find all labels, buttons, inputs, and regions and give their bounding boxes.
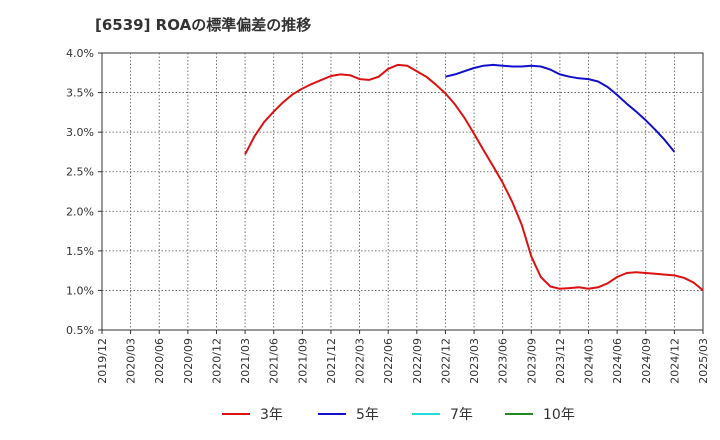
x-tick-label: 2022/06 — [382, 338, 395, 384]
y-tick-label: 4.0% — [66, 47, 94, 60]
x-tick-label: 2020/09 — [182, 338, 195, 384]
x-tick-label: 2023/06 — [497, 338, 510, 384]
x-tick-label: 2024/09 — [640, 338, 653, 384]
x-tick-label: 2024/12 — [668, 338, 681, 384]
series-line-5年 — [445, 63, 676, 153]
x-tick-label: 2023/09 — [525, 338, 538, 384]
x-tick-label: 2021/09 — [296, 338, 309, 384]
x-tick-label: 2022/12 — [439, 338, 452, 384]
x-tick-label: 2020/03 — [125, 338, 138, 384]
x-tick-label: 2024/06 — [611, 338, 624, 384]
legend-label: 7年 — [450, 407, 473, 423]
y-tick-label: 1.5% — [66, 245, 94, 258]
legend-label: 10年 — [543, 407, 575, 423]
plot-area — [101, 52, 704, 331]
series-lines — [244, 63, 704, 292]
x-tick-label: 2022/03 — [354, 338, 367, 384]
series-line-3年 — [244, 63, 704, 292]
x-tick-label: 2019/12 — [96, 338, 109, 384]
x-tick-label: 2023/03 — [468, 338, 481, 384]
legend-label: 5年 — [356, 407, 379, 423]
x-tick-label: 2024/03 — [583, 338, 596, 384]
chart-title: [6539] ROAの標準偏差の推移 — [95, 16, 312, 34]
x-axis: 2019/12 2020/03 2020/06 2020/09 2020/12 2021/… — [96, 330, 710, 384]
x-tick-label: 2022/09 — [411, 338, 424, 384]
legend: 3年 5年 7年 10年 — [222, 407, 575, 423]
legend-label: 3年 — [260, 407, 283, 423]
x-tick-label: 2021/03 — [239, 338, 252, 384]
x-tick-label: 2023/12 — [554, 338, 567, 384]
vertical-gridlines — [130, 53, 675, 330]
x-tick-label: 2020/12 — [210, 338, 223, 384]
y-axis: 0.5% 1.0% 1.5% 2.0% 2.5% 3.0% 3.5% 4.0% — [66, 47, 102, 337]
y-tick-label: 2.0% — [66, 205, 94, 218]
horizontal-gridlines — [102, 92, 703, 291]
y-tick-label: 2.5% — [66, 166, 94, 179]
y-tick-label: 3.0% — [66, 126, 94, 139]
y-tick-label: 3.5% — [66, 87, 94, 100]
x-tick-label: 2021/06 — [268, 338, 281, 384]
y-tick-label: 1.0% — [66, 284, 94, 297]
x-tick-label: 2025/03 — [697, 338, 710, 384]
y-tick-label: 0.5% — [66, 324, 94, 337]
x-tick-label: 2020/06 — [153, 338, 166, 384]
x-tick-label: 2021/12 — [325, 338, 338, 384]
